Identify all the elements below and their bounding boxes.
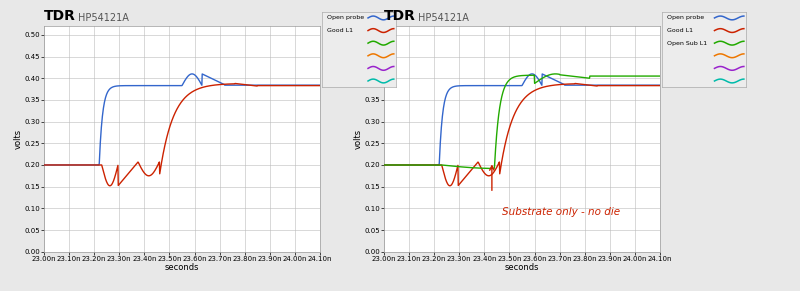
X-axis label: seconds: seconds — [505, 263, 539, 272]
X-axis label: seconds: seconds — [165, 263, 199, 272]
Y-axis label: volts: volts — [14, 129, 22, 149]
Text: HP54121A: HP54121A — [418, 13, 469, 23]
Text: HP54121A: HP54121A — [78, 13, 129, 23]
Text: Open probe: Open probe — [667, 15, 705, 20]
Text: TDR: TDR — [44, 9, 76, 23]
Text: Open probe: Open probe — [327, 15, 364, 20]
Text: Open Sub L1: Open Sub L1 — [667, 41, 707, 46]
Text: Good L1: Good L1 — [667, 28, 694, 33]
Text: TDR: TDR — [384, 9, 416, 23]
Y-axis label: volts: volts — [354, 129, 362, 149]
Text: Substrate only - no die: Substrate only - no die — [502, 207, 620, 217]
Text: Good L1: Good L1 — [327, 28, 353, 33]
